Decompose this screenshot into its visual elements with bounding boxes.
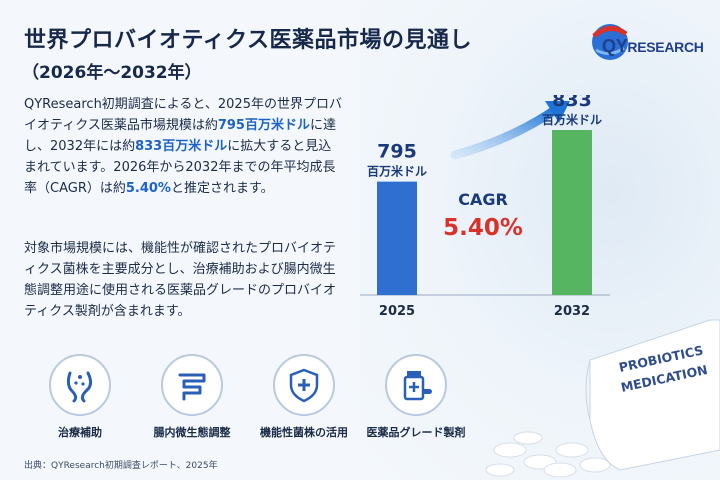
shield-plus-icon	[273, 354, 335, 416]
cagr-label: CAGR	[458, 190, 508, 209]
x-tick-label-2025: 2025	[379, 304, 415, 319]
feature-item-treatment: 治療補助	[30, 354, 130, 440]
scope-paragraph: 対象市場規模には、機能性が確認されたプロバイオティクス菌株を主要成分とし、治療補…	[24, 241, 337, 319]
medicine-bottle-icon	[385, 354, 447, 416]
bar-2025	[377, 181, 417, 295]
highlight-2025-value: 795百万米ドル	[217, 118, 310, 133]
growth-arrow	[450, 105, 560, 160]
feature-item-grade: 医薬品グレード製剤	[366, 354, 466, 440]
cagr-value: 5.40%	[443, 215, 523, 241]
feature-label: 治療補助	[58, 426, 102, 439]
feature-item-microbiome: 腸内微生態調整	[142, 354, 242, 440]
bar-2032	[552, 130, 592, 295]
page-title: 世界プロバイオティクス医薬品市場の見通し	[24, 28, 473, 53]
feature-label: 機能性菌株の活用	[260, 426, 348, 439]
feature-item-strain: 機能性菌株の活用	[254, 354, 354, 440]
logo-text: QYRESEARCH	[602, 36, 704, 56]
feature-label: 医薬品グレード製剤	[366, 426, 466, 439]
logo	[592, 24, 628, 60]
x-tick-label-2032: 2032	[554, 304, 590, 319]
highlight-cagr: 5.40%	[125, 181, 171, 196]
growth-arrow-head	[545, 101, 570, 123]
source-note: 出典：QYResearch初期調査レポート、2025年	[24, 461, 218, 471]
intestine-care-icon	[49, 354, 111, 416]
summary-paragraph: QYResearch初期調査によると、2025年の世界プロバイオティクス医薬品市…	[24, 97, 342, 196]
bar-value-label-2032: 833	[552, 95, 592, 111]
page-subtitle: （2026年～2032年）	[22, 63, 202, 83]
probiotics-bottle-illustration: PROBIOTICS MEDICATION	[485, 319, 720, 478]
highlight-2032-value: 833百万米ドル	[135, 139, 228, 154]
feature-icons: 治療補助 腸内微生態調整 機能性菌株の活用 医薬品グレード製剤	[30, 354, 466, 444]
bar-unit-label-2032: 百万米ドル	[542, 112, 602, 127]
bar-unit-label-2025: 百万米ドル	[367, 164, 427, 179]
bar-value-label-2025: 795	[377, 141, 417, 163]
feature-label: 腸内微生態調整	[153, 426, 231, 439]
gut-microbiome-icon	[161, 354, 223, 416]
